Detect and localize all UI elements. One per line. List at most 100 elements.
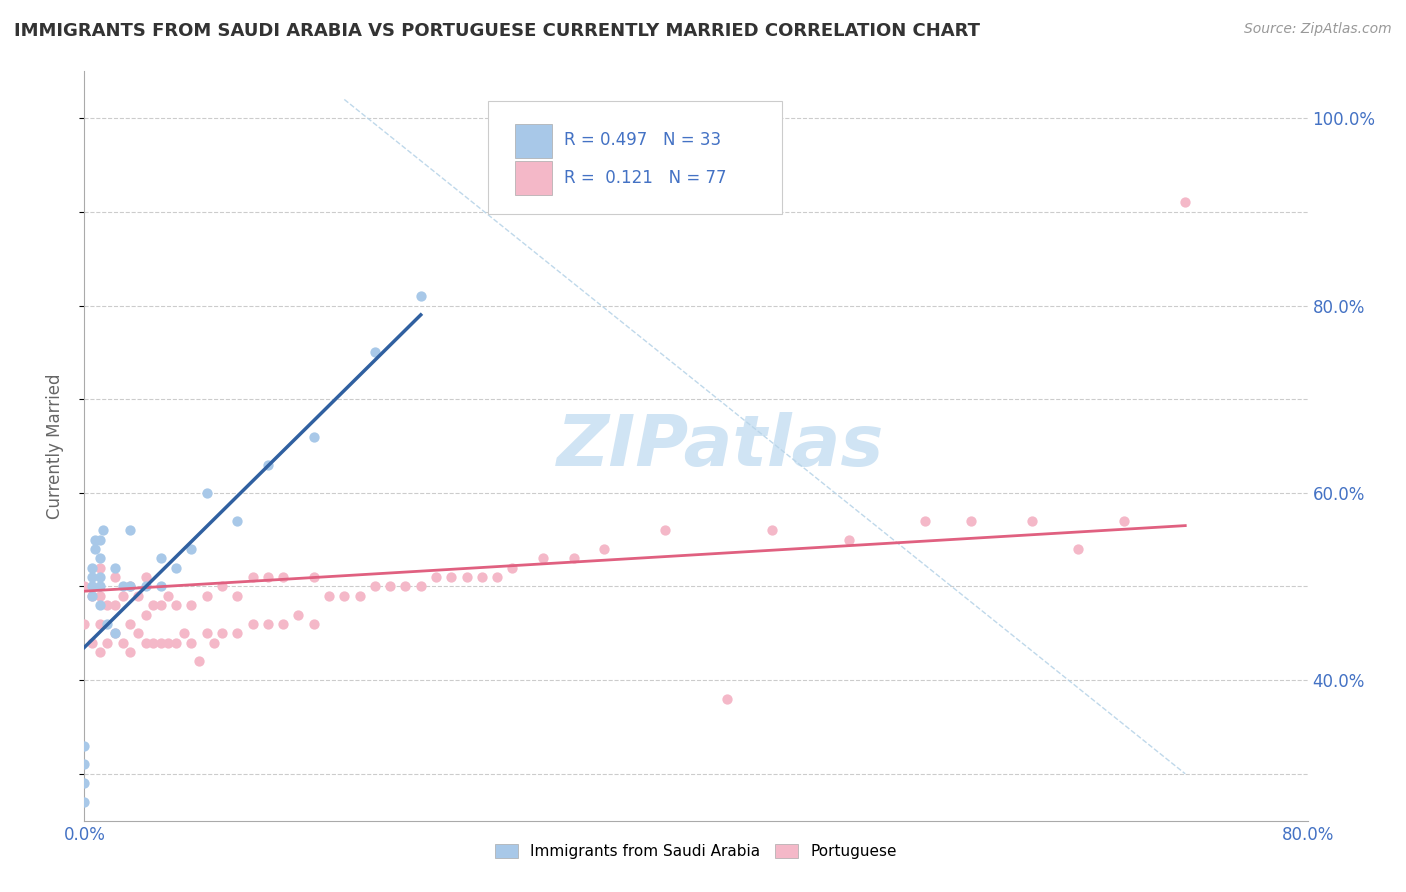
Point xyxy=(960,514,983,528)
Point xyxy=(409,289,432,303)
Point xyxy=(127,589,149,603)
Point xyxy=(149,551,172,566)
Point xyxy=(73,757,96,772)
Point xyxy=(716,692,738,706)
FancyBboxPatch shape xyxy=(488,102,782,214)
Point xyxy=(96,617,118,632)
Point xyxy=(89,617,111,632)
Point xyxy=(149,580,172,594)
Point xyxy=(1174,195,1197,210)
Point xyxy=(157,589,180,603)
Point xyxy=(226,589,249,603)
Point xyxy=(195,486,218,500)
Point xyxy=(409,580,432,594)
Point xyxy=(302,617,325,632)
Point xyxy=(226,626,249,640)
Text: R =  0.121   N = 77: R = 0.121 N = 77 xyxy=(564,169,727,186)
FancyBboxPatch shape xyxy=(515,124,551,158)
Point xyxy=(73,617,96,632)
Point xyxy=(135,607,157,622)
Point xyxy=(104,561,127,575)
Point xyxy=(211,626,233,640)
Point xyxy=(120,580,142,594)
Point xyxy=(333,589,356,603)
Point xyxy=(180,599,202,613)
Point xyxy=(104,570,127,584)
Text: Source: ZipAtlas.com: Source: ZipAtlas.com xyxy=(1244,22,1392,37)
Point xyxy=(211,580,233,594)
Point xyxy=(165,561,187,575)
Y-axis label: Currently Married: Currently Married xyxy=(45,373,63,519)
Point xyxy=(271,570,294,584)
Point xyxy=(135,635,157,649)
Point xyxy=(1021,514,1043,528)
Point xyxy=(89,580,111,594)
Point xyxy=(149,635,172,649)
Point xyxy=(104,599,127,613)
Point xyxy=(80,589,103,603)
Point xyxy=(271,617,294,632)
Point xyxy=(195,626,218,640)
Point xyxy=(364,345,387,359)
Point xyxy=(120,580,142,594)
Point xyxy=(73,776,96,790)
Point xyxy=(349,589,371,603)
Point xyxy=(654,523,676,537)
Point xyxy=(89,645,111,659)
Point xyxy=(195,589,218,603)
Point xyxy=(89,599,111,613)
Point xyxy=(111,580,134,594)
FancyBboxPatch shape xyxy=(515,161,551,195)
Point xyxy=(89,589,111,603)
Point xyxy=(80,580,103,594)
Point xyxy=(120,645,142,659)
Point xyxy=(120,523,142,537)
Point xyxy=(73,580,96,594)
Point xyxy=(502,561,524,575)
Point xyxy=(380,580,402,594)
Point xyxy=(80,589,103,603)
Point xyxy=(188,655,211,669)
Text: ZIPatlas: ZIPatlas xyxy=(557,411,884,481)
Text: IMMIGRANTS FROM SAUDI ARABIA VS PORTUGUESE CURRENTLY MARRIED CORRELATION CHART: IMMIGRANTS FROM SAUDI ARABIA VS PORTUGUE… xyxy=(14,22,980,40)
Point xyxy=(838,533,860,547)
Point xyxy=(91,523,114,537)
Point xyxy=(226,514,249,528)
Point xyxy=(202,635,225,649)
Point xyxy=(135,570,157,584)
Point xyxy=(257,458,280,472)
Point xyxy=(127,626,149,640)
Point xyxy=(1114,514,1136,528)
Point xyxy=(173,626,195,640)
Point xyxy=(142,635,165,649)
Point xyxy=(486,570,509,584)
Point xyxy=(96,599,118,613)
Point xyxy=(84,541,107,557)
Point xyxy=(84,533,107,547)
Point xyxy=(165,635,187,649)
Point xyxy=(165,599,187,613)
Point xyxy=(142,599,165,613)
Point xyxy=(318,589,340,603)
Point xyxy=(242,617,264,632)
Legend: Immigrants from Saudi Arabia, Portuguese: Immigrants from Saudi Arabia, Portuguese xyxy=(489,838,903,865)
Point xyxy=(80,570,103,584)
Point xyxy=(73,795,96,809)
Point xyxy=(80,635,103,649)
Point xyxy=(104,626,127,640)
Point xyxy=(531,551,554,566)
Point xyxy=(593,541,616,557)
Point xyxy=(1067,541,1090,557)
Point xyxy=(120,617,142,632)
Point xyxy=(180,541,202,557)
Point xyxy=(257,570,280,584)
Point xyxy=(111,589,134,603)
Text: R = 0.497   N = 33: R = 0.497 N = 33 xyxy=(564,131,721,149)
Point xyxy=(302,430,325,444)
Point xyxy=(157,635,180,649)
Point xyxy=(149,599,172,613)
Point xyxy=(425,570,447,584)
Point xyxy=(80,561,103,575)
Point xyxy=(364,580,387,594)
Point xyxy=(302,570,325,584)
